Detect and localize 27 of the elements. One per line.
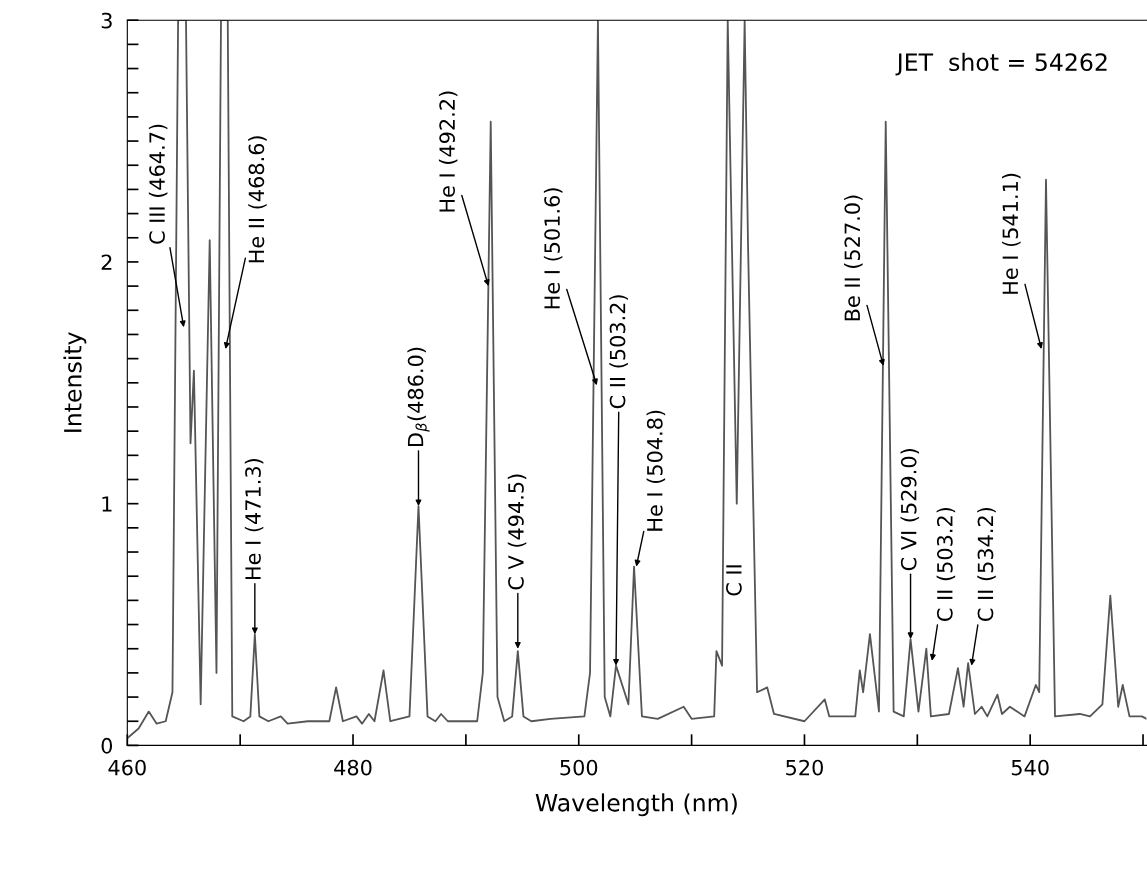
x-tick-label: 460 [108, 759, 146, 776]
annotation: He I (492.2) [438, 91, 458, 212]
annotation: He I (541.1) [1002, 173, 1021, 294]
annotation: C V (494.5) [507, 474, 527, 590]
annotation: He I (471.3) [244, 459, 264, 579]
x-tick-label: 540 [1011, 759, 1049, 776]
annotation: He I (501.6) [543, 188, 563, 309]
y-tick-label: 2 [101, 254, 112, 270]
x-tick-label: 500 [560, 759, 598, 776]
x-tick-label: 480 [334, 759, 372, 776]
annotation: He II (468.6) [248, 136, 267, 263]
x-axis-title: Wavelength (nm) [535, 793, 737, 817]
annotation: He I (504.8) [646, 410, 666, 531]
y-axis-title: Intensity [63, 332, 87, 432]
annotation: C VI (529.0) [900, 449, 920, 571]
annotation: C II (503.2) [609, 295, 628, 409]
annotation: C III (464.7) [148, 124, 168, 244]
y-tick-label: 1 [102, 496, 112, 512]
annotation: Be II (527.0) [844, 195, 863, 321]
annotation: C II (503.2) [936, 507, 956, 621]
annotation: C II (534.2) [977, 507, 996, 621]
x-tick-label: 520 [786, 759, 823, 776]
annotation: JET shot = 54262 [895, 52, 1107, 76]
y-tick-label: 3 [101, 12, 112, 29]
y-tick-label: 0 [101, 737, 113, 754]
annotation: C II [726, 565, 742, 596]
annotation: D$_{β}$(486.0) [407, 347, 430, 447]
